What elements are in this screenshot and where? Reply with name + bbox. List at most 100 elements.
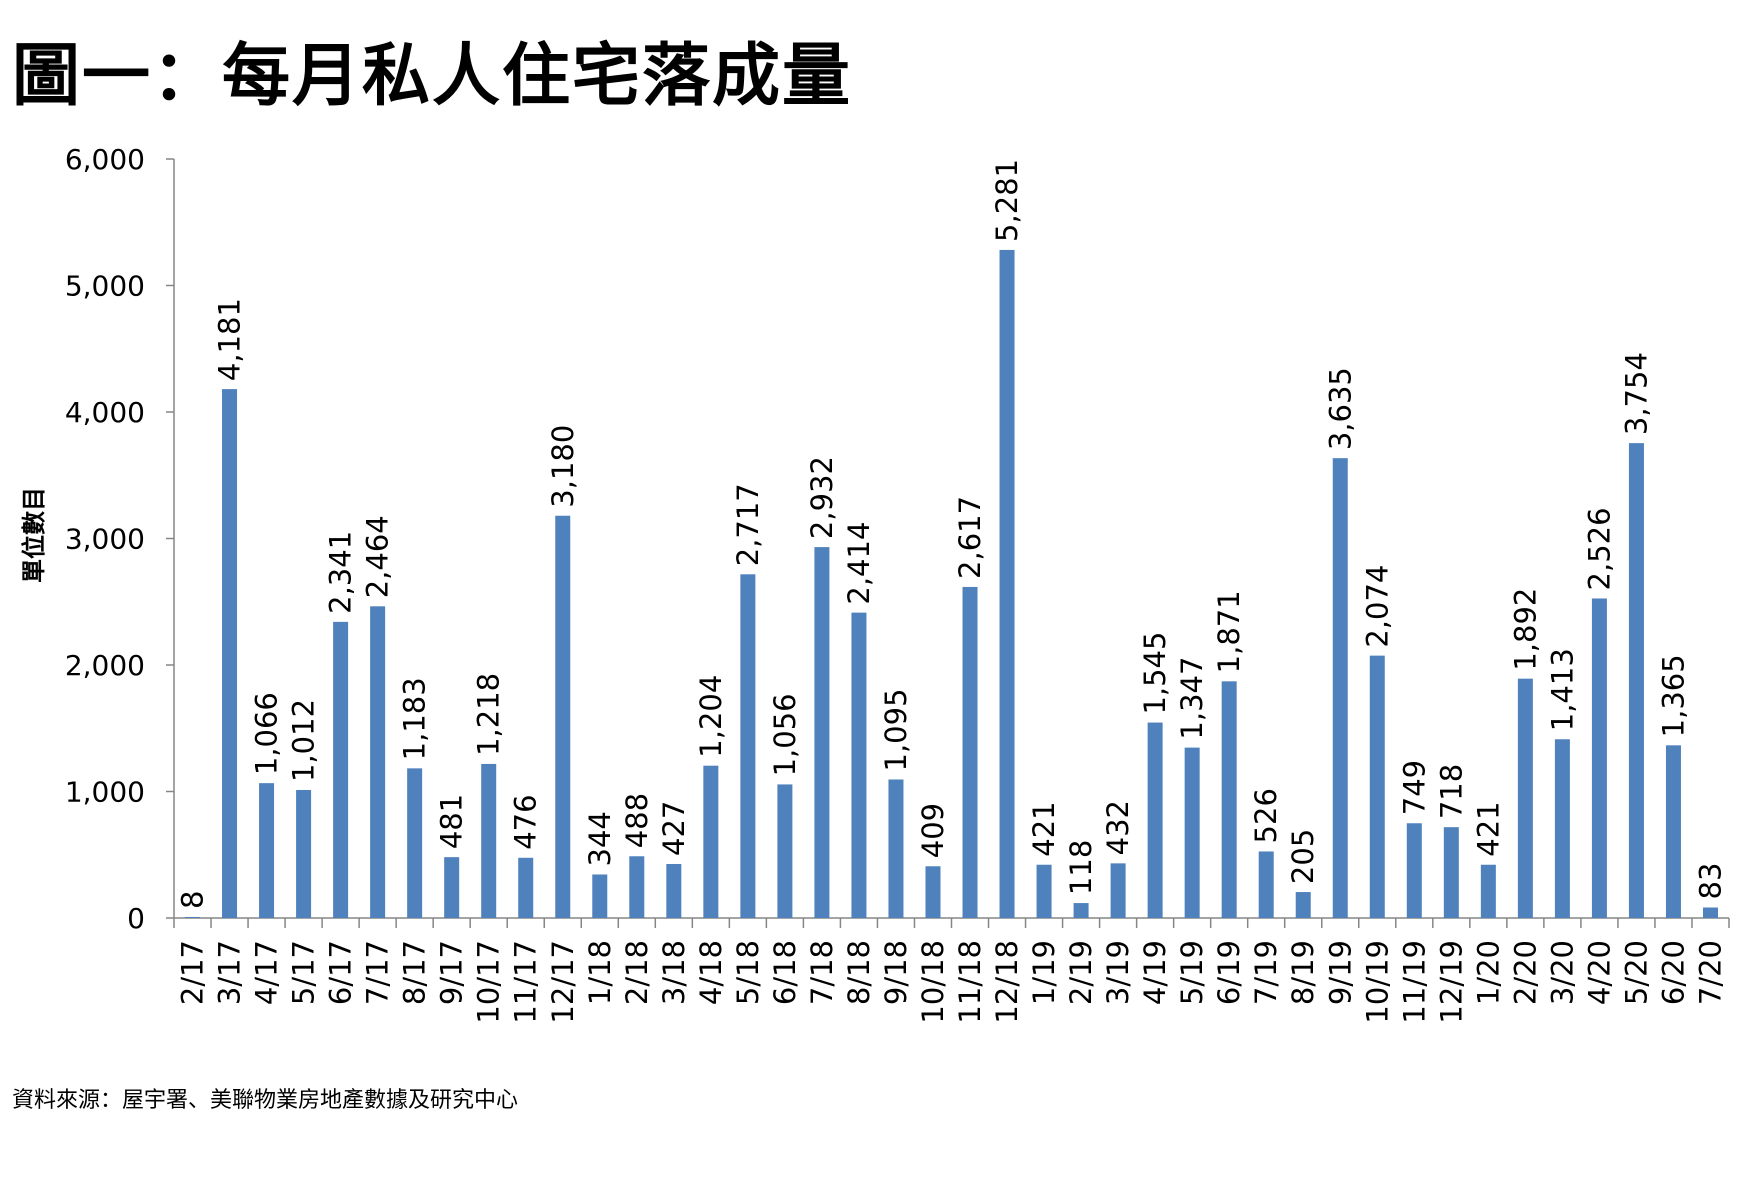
data-label: 1,012 — [287, 699, 321, 782]
x-tick-label: 4/18 — [694, 940, 728, 1005]
bar — [1147, 722, 1163, 918]
x-tick-label: 9/17 — [435, 940, 469, 1005]
data-label: 1,183 — [398, 677, 432, 760]
x-tick-label: 7/20 — [1693, 940, 1727, 1005]
data-label: 1,892 — [1508, 588, 1542, 671]
bar — [1406, 823, 1422, 918]
x-tick-label: 10/18 — [916, 940, 950, 1024]
bar — [814, 547, 830, 918]
x-tick-label: 5/20 — [1619, 940, 1653, 1005]
x-tick-label: 6/19 — [1212, 940, 1246, 1005]
data-label: 432 — [1101, 800, 1135, 855]
bar — [1517, 678, 1533, 918]
x-tick-label: 1/20 — [1471, 940, 1505, 1005]
y-tick-label: 3,000 — [65, 523, 145, 556]
data-label: 481 — [435, 794, 469, 849]
x-tick-label: 3/17 — [213, 940, 247, 1005]
bar — [1184, 747, 1200, 918]
data-label: 1,056 — [768, 693, 802, 776]
bar — [962, 586, 978, 918]
x-tick-label: 6/20 — [1656, 940, 1690, 1005]
x-tick-label: 2/20 — [1508, 940, 1542, 1005]
data-label: 205 — [1286, 829, 1320, 884]
data-label: 118 — [1064, 840, 1098, 895]
x-tick-label: 11/19 — [1397, 940, 1431, 1024]
bar — [851, 612, 867, 918]
x-tick-label: 5/19 — [1175, 940, 1209, 1005]
bar — [1443, 827, 1459, 918]
data-label: 421 — [1027, 801, 1061, 856]
data-label: 8 — [176, 891, 210, 909]
x-tick-label: 9/18 — [879, 940, 913, 1005]
bar — [1554, 739, 1570, 918]
bar — [370, 606, 386, 918]
x-tick-label: 3/19 — [1101, 940, 1135, 1005]
x-tick-label: 1/18 — [583, 940, 617, 1005]
data-label: 1,413 — [1545, 648, 1579, 731]
data-label: 83 — [1693, 863, 1727, 900]
x-tick-label: 1/19 — [1027, 940, 1061, 1005]
x-tick-label: 11/17 — [509, 940, 543, 1024]
x-tick-label: 4/20 — [1582, 940, 1616, 1005]
x-tick-label: 6/17 — [324, 940, 358, 1005]
data-label: 1,204 — [694, 675, 728, 758]
bar — [888, 779, 904, 918]
x-tick-label: 7/18 — [805, 940, 839, 1005]
x-tick-label: 7/19 — [1249, 940, 1283, 1005]
x-tick-label: 8/19 — [1286, 940, 1320, 1005]
data-label: 2,074 — [1360, 565, 1394, 648]
x-tick-label: 5/18 — [731, 940, 765, 1005]
y-axis-title: 單位數目 — [20, 487, 48, 583]
bar — [1480, 864, 1496, 918]
bar — [518, 857, 534, 918]
x-tick-label: 12/17 — [546, 940, 580, 1024]
x-tick-label: 11/18 — [953, 940, 987, 1024]
x-tick-label: 4/19 — [1138, 940, 1172, 1005]
x-tick-label: 8/18 — [842, 940, 876, 1005]
data-label: 2,617 — [953, 496, 987, 579]
data-label: 409 — [916, 803, 950, 858]
x-tick-label: 12/18 — [990, 940, 1024, 1024]
bar — [407, 768, 423, 918]
bar — [1295, 892, 1311, 918]
bar — [1110, 863, 1126, 918]
x-tick-label: 6/18 — [768, 940, 802, 1005]
data-label: 2,526 — [1582, 507, 1616, 590]
data-label: 2,414 — [842, 522, 876, 605]
data-label: 1,871 — [1212, 590, 1246, 673]
x-tick-label: 4/17 — [250, 940, 284, 1005]
bar — [1332, 458, 1348, 918]
bar — [481, 763, 497, 918]
x-tick-label: 2/17 — [176, 940, 210, 1005]
x-tick-label: 7/17 — [361, 940, 395, 1005]
y-tick-label: 2,000 — [65, 649, 145, 682]
data-label: 1,365 — [1656, 654, 1690, 737]
bar — [1258, 851, 1274, 918]
x-tick-label: 8/17 — [398, 940, 432, 1005]
x-tick-label: 3/18 — [657, 940, 691, 1005]
bar — [1369, 655, 1385, 918]
bar — [1665, 745, 1681, 918]
data-label: 2,717 — [731, 483, 765, 566]
bar — [333, 621, 349, 918]
bar — [555, 515, 571, 918]
data-label: 2,341 — [324, 531, 358, 614]
x-tick-label: 10/19 — [1360, 940, 1394, 1024]
y-tick-label: 5,000 — [65, 270, 145, 303]
data-label: 3,180 — [546, 425, 580, 508]
bar — [703, 765, 719, 918]
data-label: 3,754 — [1619, 352, 1653, 435]
bar — [666, 863, 682, 918]
y-tick-label: 4,000 — [65, 396, 145, 429]
bar — [296, 789, 312, 918]
x-tick-label: 2/18 — [620, 940, 654, 1005]
bar — [740, 574, 756, 918]
data-label: 2,932 — [805, 456, 839, 539]
bar — [185, 916, 201, 918]
bar — [1036, 864, 1052, 918]
data-label: 2,464 — [361, 515, 395, 598]
bar — [444, 857, 460, 918]
bar — [925, 866, 941, 918]
bar — [1702, 907, 1718, 918]
